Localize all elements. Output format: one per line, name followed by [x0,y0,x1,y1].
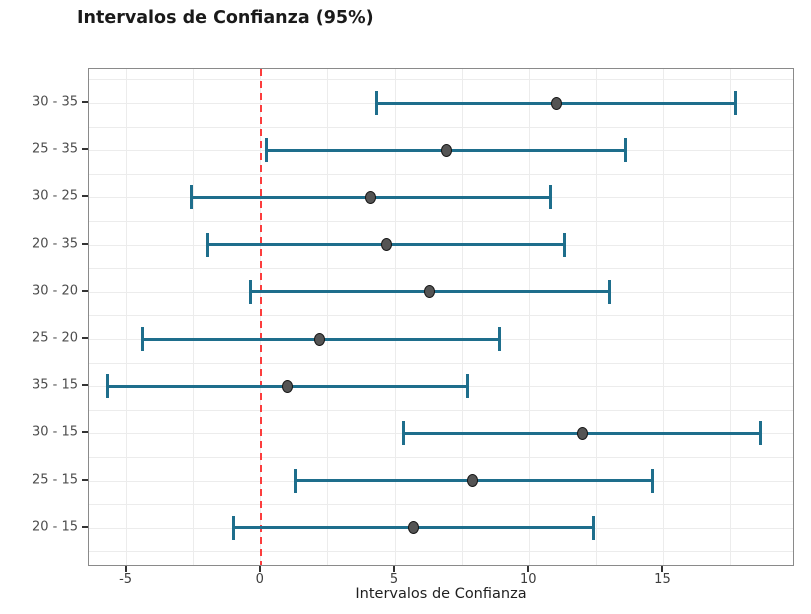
y-tick-label: 25 - 35 [31,141,78,157]
y-tick [82,148,88,151]
error-bar-cap-left [401,421,405,446]
x-axis-title: Intervalos de Confianza [355,586,527,602]
error-bar-cap-right [498,327,502,351]
v-gridline [126,69,128,565]
mean-point [365,190,377,204]
chart-title: Intervalos de Confianza (95%) [77,8,374,28]
error-bar-cap-left [189,185,193,210]
v-gridline [730,69,732,565]
error-bar-cap-left [232,515,236,540]
error-bar-cap-right [562,232,566,257]
y-tick [82,101,88,103]
mean-point [381,238,393,252]
mean-point [282,379,294,393]
y-tick-label: 30 - 15 [31,424,78,440]
x-tick-label: -5 [119,572,133,587]
mean-point [577,426,589,440]
y-tick [82,242,88,245]
y-tick-label: 30 - 25 [31,188,78,204]
h-gridline-minor [89,268,793,270]
mean-point [440,143,452,157]
h-gridline-minor [89,362,793,364]
y-tick-label: 35 - 15 [31,377,78,393]
error-bar-cap-right [651,468,655,493]
error-bar-cap-right [758,421,762,446]
y-tick [82,478,88,481]
x-tick-label: 10 [519,572,537,587]
x-tick [393,566,396,572]
error-bar-cap-left [294,468,298,493]
h-gridline-minor [89,551,793,553]
error-bar-cap-left [106,374,110,399]
h-gridline-minor [89,221,793,222]
x-tick [661,566,664,572]
y-tick [82,431,88,434]
mean-point [408,521,420,535]
v-gridline [461,69,463,565]
h-gridline-minor [89,315,793,317]
error-bar-cap-left [141,327,145,351]
h-gridline-minor [89,409,793,411]
error-bar-cap-right [466,374,469,399]
error-bar-cap-left [248,279,252,304]
zero-reference-line [259,69,262,565]
x-tick-label: 5 [389,572,399,587]
x-tick [124,566,127,572]
plot-panel [88,68,794,566]
y-tick [82,195,88,198]
mean-point [424,285,436,299]
x-tick [258,566,261,572]
y-tick-label: 30 - 20 [31,283,78,299]
y-tick-label: 25 - 15 [31,472,78,488]
y-tick [82,384,88,387]
mean-point [467,474,479,488]
v-gridline [327,69,329,565]
h-gridline-minor [89,504,793,506]
x-tick-label: 15 [654,572,671,587]
v-gridline [193,69,195,565]
mean-point [550,96,562,110]
x-tick-label: 0 [255,572,264,587]
h-gridline-minor [89,457,793,458]
y-tick [82,337,88,339]
y-tick-label: 20 - 15 [31,519,78,535]
h-gridline-minor [89,79,793,81]
y-tick-label: 25 - 20 [31,330,78,346]
v-gridline [662,69,664,565]
h-gridline-minor [89,173,793,175]
error-bar-cap-right [592,515,596,540]
error-bar-cap-right [608,279,612,304]
error-bar-cap-left [264,138,268,163]
v-gridline [595,69,597,565]
error-bar-cap-left [374,91,378,115]
y-tick [82,525,88,528]
y-tick [82,289,88,292]
y-tick-label: 20 - 35 [31,236,78,252]
error-bar-cap-right [734,91,738,115]
v-gridline [394,69,396,565]
h-gridline-minor [89,126,793,128]
error-bar-cap-right [549,185,553,210]
x-tick [527,566,530,572]
mean-point [314,332,326,346]
error-bar-cap-left [205,232,209,257]
y-tick-label: 30 - 35 [31,94,78,110]
v-gridline [528,69,530,565]
error-bar-cap-right [624,138,628,163]
